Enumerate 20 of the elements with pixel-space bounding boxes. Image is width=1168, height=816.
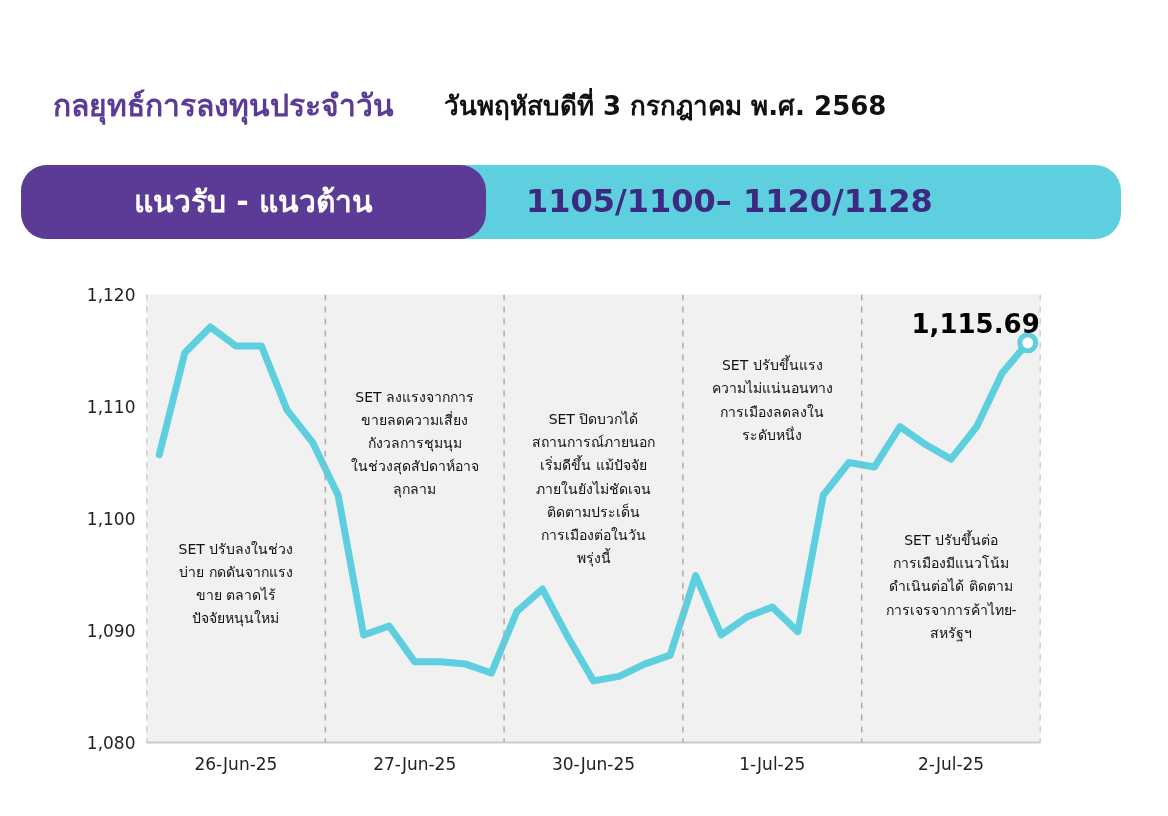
y-tick-label: 1,100 <box>86 509 136 529</box>
text: แนวรับ - แนวต้าน <box>21 165 486 239</box>
x-tick-label: 30-Jun-25 <box>551 753 636 774</box>
annotation: SET ลงแรงจากการ ขายลดความเสี่ยง กังวลการชุมนุม ในช่วงสุดสัปดาห์อาจ ลุกลาม <box>350 388 479 499</box>
y-tick-label: 1,120 <box>86 285 136 305</box>
y-tick-label: 1,110 <box>86 397 136 417</box>
annotation: SET ปรับขึ้นแรง ความไม่แน่นอนทาง การเมืองลดลงใน ระดับหนึ่ง <box>711 355 833 443</box>
annotation: SET ปิดบวกได้ สถานการณ์ภายนอก เริ่มดีขึ้น แม้ปัจจัย ภายในยังไม่ชัดเจน ติดตามประเด็น การเมืองต่อในวัน พรุ่งนี้ <box>532 410 655 568</box>
chart-title: กลยุทธ์การลงทุนประจำวัน <box>53 87 394 127</box>
y-tick-label: 1,090 <box>86 621 136 641</box>
y-tick-label: 1,080 <box>86 733 136 753</box>
annotation: SET ปรับลงในช่วง บ่าย กดดันจากแรง ขาย ตลาดไร้ ปัจจัยหนุนใหม่ <box>178 540 294 628</box>
annotation: 1,115.69 <box>911 308 1040 339</box>
annotation: SET ปรับขึ้นต่อ การเมืองมีแนวโน้ม ดำเนินต่อได้ ติดตาม การเจรจาการค้าไทย- สหรัฐฯ <box>885 529 1017 642</box>
x-tick-label: 2-Jul-25 <box>918 753 985 774</box>
x-tick-label: 26-Jun-25 <box>194 753 278 774</box>
x-tick-label: 1-Jul-25 <box>739 753 806 774</box>
x-tick-label: 27-Jun-25 <box>373 753 457 774</box>
chart-subtitle: วันพฤหัสบดีที่ 3 กรกฎาคม พ.ศ. 2568 <box>444 87 887 123</box>
text: 1105/1100– 1120/1128 <box>526 181 933 223</box>
